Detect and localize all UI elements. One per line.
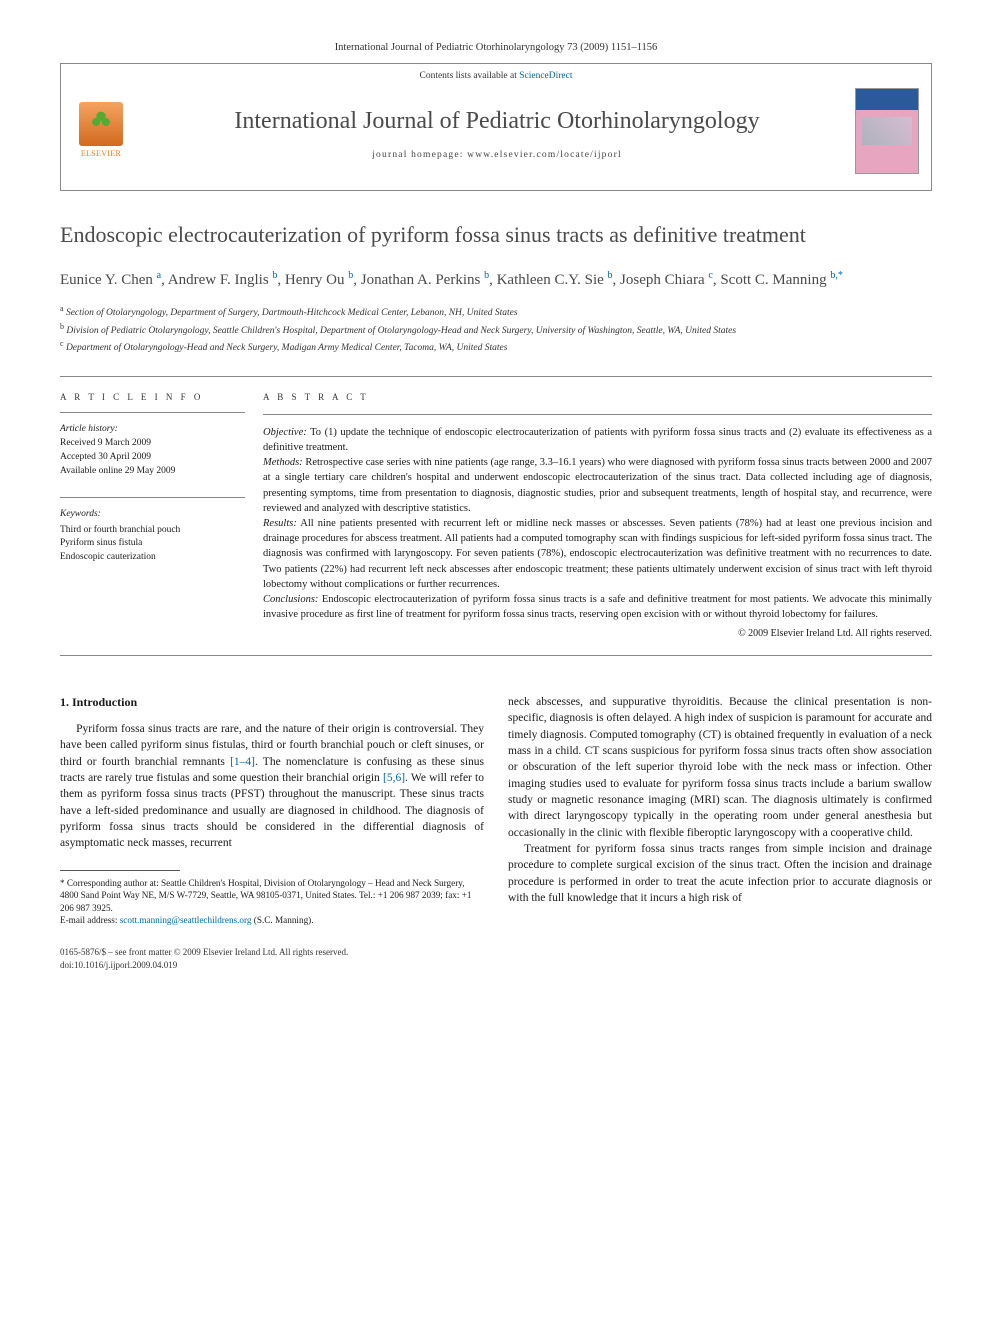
elsevier-tree-icon (79, 102, 123, 146)
keyword: Pyriform sinus fistula (60, 537, 245, 551)
abstract-conclusions-label: Conclusions: (263, 594, 318, 605)
article-title: Endoscopic electrocauterization of pyrif… (60, 221, 932, 250)
keyword: Endoscopic cauterization (60, 551, 245, 565)
abstract-copyright: © 2009 Elsevier Ireland Ltd. All rights … (263, 627, 932, 642)
author-list: Eunice Y. Chen a, Andrew F. Inglis b, He… (60, 268, 932, 292)
section-rule (60, 376, 932, 377)
article-history: Article history: Received 9 March 2009 A… (60, 423, 245, 479)
elsevier-logo-text: ELSEVIER (81, 148, 121, 160)
section-title: Introduction (72, 695, 137, 709)
body-column-right: neck abscesses, and suppurative thyroidi… (508, 694, 932, 926)
body-paragraph: neck abscesses, and suppurative thyroidi… (508, 694, 932, 841)
abstract-body: Objective: To (1) update the technique o… (263, 425, 932, 641)
corresponding-footnote: * Corresponding author at: Seattle Child… (60, 877, 484, 927)
journal-header-box: Contents lists available at ScienceDirec… (60, 63, 932, 191)
contents-prefix: Contents lists available at (419, 71, 519, 81)
contents-available-bar: Contents lists available at ScienceDirec… (61, 64, 931, 84)
abstract-methods-label: Methods: (263, 457, 303, 468)
citation-link[interactable]: [5,6] (383, 772, 405, 784)
abstract-objective-label: Objective: (263, 427, 307, 438)
journal-homepage[interactable]: journal homepage: www.elsevier.com/locat… (139, 149, 855, 163)
affiliation: c Department of Otolaryngology-Head and … (60, 338, 932, 355)
section-heading: 1. Introduction (60, 694, 484, 711)
journal-reference: International Journal of Pediatric Otorh… (60, 40, 932, 55)
abstract-objective: To (1) update the technique of endoscopi… (263, 427, 932, 453)
article-info-heading: A R T I C L E I N F O (60, 391, 245, 404)
info-rule (60, 497, 245, 498)
abstract-rule (263, 414, 932, 415)
affiliation: a Section of Otolaryngology, Department … (60, 303, 932, 320)
keywords-block: Keywords: Third or fourth branchial pouc… (60, 508, 245, 565)
citation-link[interactable]: [1–4] (230, 756, 255, 768)
abstract-results: All nine patients presented with recurre… (263, 518, 932, 590)
elsevier-logo: ELSEVIER (73, 100, 129, 162)
journal-title: International Journal of Pediatric Otorh… (139, 100, 855, 149)
affiliations: a Section of Otolaryngology, Department … (60, 303, 932, 355)
sciencedirect-link[interactable]: ScienceDirect (519, 71, 572, 81)
history-received: Received 9 March 2009 (60, 437, 245, 451)
abstract-results-label: Results: (263, 518, 297, 529)
abstract-methods: Retrospective case series with nine pati… (263, 457, 932, 514)
section-number: 1. (60, 695, 69, 709)
abstract-conclusions: Endoscopic electrocauterization of pyrif… (263, 594, 932, 620)
email-suffix: (S.C. Manning). (252, 915, 314, 925)
body-paragraph: Treatment for pyriform fossa sinus tract… (508, 841, 932, 906)
history-accepted: Accepted 30 April 2009 (60, 451, 245, 465)
abstract-column: A B S T R A C T Objective: To (1) update… (263, 391, 932, 641)
affiliation: b Division of Pediatric Otolaryngology, … (60, 321, 932, 338)
section-rule (60, 655, 932, 656)
body-paragraph: Pyriform fossa sinus tracts are rare, an… (60, 721, 484, 852)
corresponding-author: * Corresponding author at: Seattle Child… (60, 877, 484, 914)
article-info-column: A R T I C L E I N F O Article history: R… (60, 391, 245, 641)
history-label: Article history: (60, 423, 245, 437)
body-column-left: 1. Introduction Pyriform fossa sinus tra… (60, 694, 484, 926)
footnote-rule (60, 870, 180, 871)
front-matter-line: 0165-5876/$ – see front matter © 2009 El… (60, 946, 932, 959)
journal-cover-thumbnail (855, 88, 919, 174)
keyword: Third or fourth branchial pouch (60, 524, 245, 538)
email-label: E-mail address: (60, 915, 120, 925)
doi-line: doi:10.1016/j.ijporl.2009.04.019 (60, 959, 932, 972)
body-columns: 1. Introduction Pyriform fossa sinus tra… (60, 694, 932, 926)
info-rule (60, 412, 245, 413)
keywords-label: Keywords: (60, 508, 245, 522)
history-online: Available online 29 May 2009 (60, 465, 245, 479)
corresponding-email[interactable]: scott.manning@seattlechildrens.org (120, 915, 252, 925)
abstract-heading: A B S T R A C T (263, 391, 932, 404)
